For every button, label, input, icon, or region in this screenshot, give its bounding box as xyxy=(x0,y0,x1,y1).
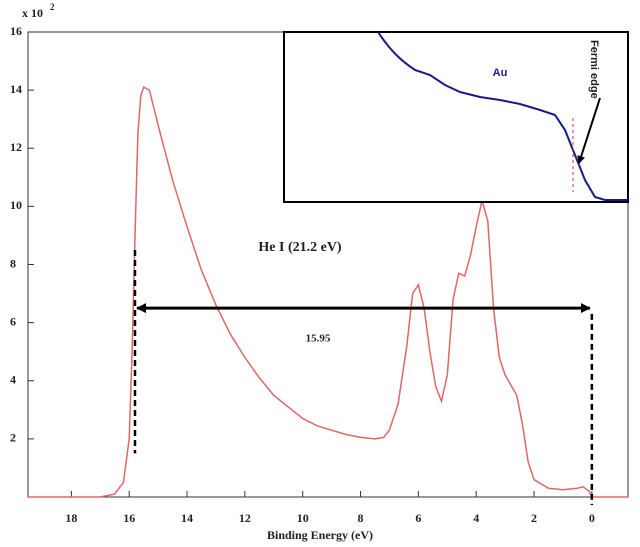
x-tick-label: 0 xyxy=(589,511,595,525)
width-label: 15.95 xyxy=(306,333,331,345)
y-tick-label: 4 xyxy=(10,373,16,387)
y-tick-label: 10 xyxy=(10,198,22,212)
y-tick-label: 16 xyxy=(10,24,22,38)
y-tick-label: 8 xyxy=(10,256,16,270)
y-multiplier-exponent: 2 xyxy=(50,2,55,12)
x-tick-label: 10 xyxy=(297,511,309,525)
x-axis-title: Binding Energy (eV) xyxy=(267,528,373,542)
inset-frame xyxy=(283,31,629,203)
y-tick-label: 14 xyxy=(10,82,22,96)
spectrum-line xyxy=(28,86,628,498)
inset-arrow xyxy=(577,97,601,164)
x-tick-label: 12 xyxy=(239,511,251,525)
inset: Au Fermi edge xyxy=(283,31,629,203)
inset-label: Au xyxy=(493,67,508,79)
y-multiplier: x 10 xyxy=(22,6,43,20)
x-tick-label: 16 xyxy=(123,511,135,525)
x-tick-label: 4 xyxy=(473,511,479,525)
x-tick-label: 14 xyxy=(181,511,193,525)
inset-curve xyxy=(377,31,628,201)
inset-annotation: Fermi edge xyxy=(588,40,600,99)
x-tick-label: 2 xyxy=(531,511,537,525)
y-tick-label: 2 xyxy=(10,431,16,445)
y-tick-label: 6 xyxy=(10,314,16,328)
y-tick-label: 12 xyxy=(10,140,22,154)
x-tick-label: 8 xyxy=(358,511,364,525)
x-tick-label: 6 xyxy=(415,511,421,525)
annotation: He I (21.2 eV) xyxy=(258,240,342,255)
x-tick-label: 18 xyxy=(65,511,77,525)
